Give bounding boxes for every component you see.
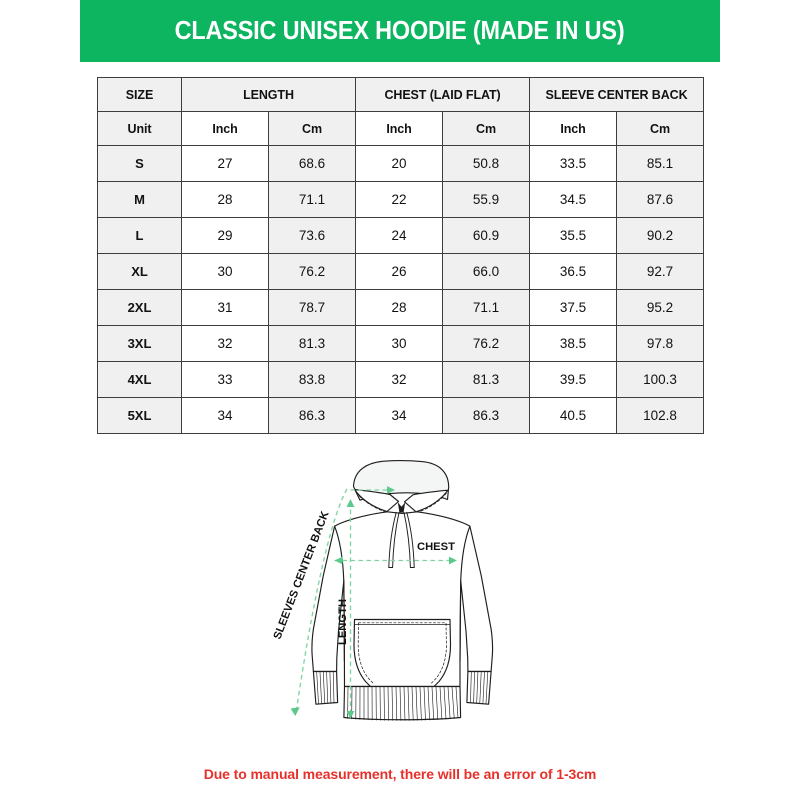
cell-length-cm: 71.1 xyxy=(267,181,357,218)
cell-chest-cm: 81.3 xyxy=(442,361,531,398)
header-size: SIZE xyxy=(97,77,182,112)
cell-sleeve-inch: 36.5 xyxy=(529,253,618,290)
cell-chest-cm: 50.8 xyxy=(442,145,531,182)
cell-length-cm: 83.8 xyxy=(267,361,357,398)
cell-sleeve-inch: 40.5 xyxy=(529,397,618,434)
cell-sleeve-cm: 87.6 xyxy=(616,181,705,218)
header-chest-inch: Inch xyxy=(355,111,444,146)
length-label-text: LENGTH xyxy=(337,599,349,645)
cell-sleeve-cm: 102.8 xyxy=(616,397,705,434)
table-row: XL 30 76.2 26 66.0 36.5 92.7 xyxy=(97,253,705,290)
cell-sleeve-cm: 85.1 xyxy=(616,145,705,182)
cell-sleeve-cm: 97.8 xyxy=(616,325,705,362)
cell-length-inch: 27 xyxy=(181,145,269,182)
cell-chest-inch: 20 xyxy=(355,145,444,182)
cell-sleeve-cm: 95.2 xyxy=(616,289,705,326)
cell-length-inch: 31 xyxy=(181,289,269,326)
cell-chest-cm: 86.3 xyxy=(442,397,531,434)
cell-length-cm: 76.2 xyxy=(267,253,357,290)
cell-size: L xyxy=(97,217,182,254)
cell-chest-cm: 76.2 xyxy=(442,325,531,362)
table-group-header-row: SIZE LENGTH CHEST (LAID FLAT) SLEEVE CEN… xyxy=(97,77,705,112)
cell-sleeve-inch: 39.5 xyxy=(529,361,618,398)
cell-length-cm: 78.7 xyxy=(267,289,357,326)
cell-length-inch: 30 xyxy=(181,253,269,290)
cell-size: 2XL xyxy=(97,289,182,326)
cell-size: M xyxy=(97,181,182,218)
cell-sleeve-inch: 35.5 xyxy=(529,217,618,254)
header-chest: CHEST (LAID FLAT) xyxy=(355,77,531,112)
size-chart-table: SIZE LENGTH CHEST (LAID FLAT) SLEEVE CEN… xyxy=(97,77,705,434)
table-row: 3XL 32 81.3 30 76.2 38.5 97.8 xyxy=(97,325,705,362)
cell-sleeve-cm: 100.3 xyxy=(616,361,705,398)
cell-sleeve-inch: 34.5 xyxy=(529,181,618,218)
header-sleeve-cm: Cm xyxy=(616,111,705,146)
cell-size: XL xyxy=(97,253,182,290)
page-title: CLASSIC UNISEX HOODIE (MADE IN US) xyxy=(175,16,625,45)
cell-length-inch: 29 xyxy=(181,217,269,254)
cell-chest-inch: 26 xyxy=(355,253,444,290)
cell-chest-inch: 24 xyxy=(355,217,444,254)
header-chest-cm: Cm xyxy=(442,111,531,146)
table-row: L 29 73.6 24 60.9 35.5 90.2 xyxy=(97,217,705,254)
cell-sleeve-inch: 37.5 xyxy=(529,289,618,326)
cell-sleeve-cm: 90.2 xyxy=(616,217,705,254)
table-unit-header-row: Unit Inch Cm Inch Cm Inch Cm xyxy=(97,111,705,146)
cell-length-inch: 28 xyxy=(181,181,269,218)
header-unit: Unit xyxy=(97,111,182,146)
hoodie-diagram: CHEST LENGTH SLEEVES CENTER BACK xyxy=(250,445,550,745)
cell-length-cm: 73.6 xyxy=(267,217,357,254)
header-banner: CLASSIC UNISEX HOODIE (MADE IN US) xyxy=(80,0,720,62)
cell-sleeve-cm: 92.7 xyxy=(616,253,705,290)
cell-length-cm: 81.3 xyxy=(267,325,357,362)
cell-chest-inch: 22 xyxy=(355,181,444,218)
cell-sleeve-inch: 38.5 xyxy=(529,325,618,362)
table-row: M 28 71.1 22 55.9 34.5 87.6 xyxy=(97,181,705,218)
cell-chest-cm: 60.9 xyxy=(442,217,531,254)
header-sleeve: SLEEVE CENTER BACK xyxy=(529,77,705,112)
table-row: S 27 68.6 20 50.8 33.5 85.1 xyxy=(97,145,705,182)
table-row: 4XL 33 83.8 32 81.3 39.5 100.3 xyxy=(97,361,705,398)
cell-chest-inch: 30 xyxy=(355,325,444,362)
table-row: 5XL 34 86.3 34 86.3 40.5 102.8 xyxy=(97,397,705,434)
cell-length-inch: 32 xyxy=(181,325,269,362)
header-length-cm: Cm xyxy=(267,111,357,146)
cell-sleeve-inch: 33.5 xyxy=(529,145,618,182)
cell-chest-cm: 55.9 xyxy=(442,181,531,218)
cell-length-cm: 68.6 xyxy=(267,145,357,182)
table-row: 2XL 31 78.7 28 71.1 37.5 95.2 xyxy=(97,289,705,326)
header-length-inch: Inch xyxy=(181,111,269,146)
cell-chest-inch: 32 xyxy=(355,361,444,398)
cell-size: 5XL xyxy=(97,397,182,434)
cell-length-inch: 33 xyxy=(181,361,269,398)
cell-length-cm: 86.3 xyxy=(267,397,357,434)
cell-size: S xyxy=(97,145,182,182)
measurement-disclaimer: Due to manual measurement, there will be… xyxy=(203,766,597,782)
cell-chest-cm: 66.0 xyxy=(442,253,531,290)
header-length: LENGTH xyxy=(180,77,357,112)
cell-chest-inch: 34 xyxy=(355,397,444,434)
chest-label-text: CHEST xyxy=(417,541,455,553)
cell-length-inch: 34 xyxy=(181,397,269,434)
cell-size: 3XL xyxy=(97,325,182,362)
cell-size: 4XL xyxy=(97,361,182,398)
header-sleeve-inch: Inch xyxy=(529,111,618,146)
cell-chest-cm: 71.1 xyxy=(442,289,531,326)
cell-chest-inch: 28 xyxy=(355,289,444,326)
